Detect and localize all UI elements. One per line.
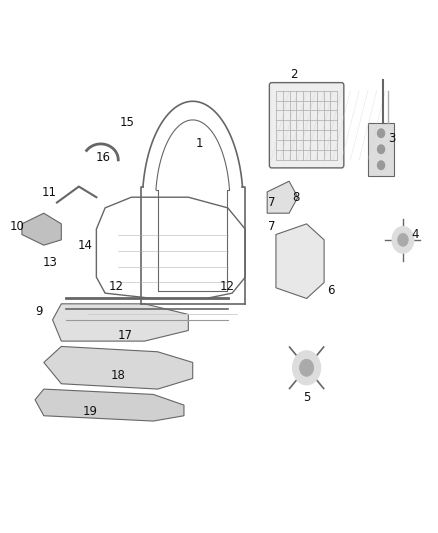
Polygon shape bbox=[35, 389, 184, 421]
Text: 16: 16 bbox=[95, 151, 110, 164]
Circle shape bbox=[398, 233, 408, 246]
Polygon shape bbox=[276, 224, 324, 298]
Text: 1: 1 bbox=[195, 138, 203, 150]
Text: 5: 5 bbox=[303, 391, 310, 403]
Text: 6: 6 bbox=[327, 284, 335, 297]
Text: 19: 19 bbox=[82, 405, 97, 418]
Bar bbox=[368, 123, 394, 176]
Text: 15: 15 bbox=[120, 116, 134, 129]
Circle shape bbox=[392, 227, 414, 253]
Circle shape bbox=[293, 351, 321, 385]
Text: 4: 4 bbox=[411, 228, 419, 241]
Text: 7: 7 bbox=[268, 220, 276, 233]
Circle shape bbox=[378, 129, 385, 138]
Circle shape bbox=[300, 359, 314, 376]
Text: 12: 12 bbox=[109, 280, 124, 293]
Text: 14: 14 bbox=[78, 239, 93, 252]
Text: 12: 12 bbox=[219, 280, 234, 293]
Circle shape bbox=[378, 161, 385, 169]
Text: 18: 18 bbox=[111, 369, 126, 382]
Polygon shape bbox=[22, 213, 61, 245]
Text: 13: 13 bbox=[43, 256, 58, 269]
Text: 3: 3 bbox=[389, 132, 396, 145]
FancyBboxPatch shape bbox=[269, 83, 344, 168]
Text: 17: 17 bbox=[117, 329, 132, 342]
Text: 10: 10 bbox=[9, 220, 24, 233]
Polygon shape bbox=[53, 304, 188, 341]
Polygon shape bbox=[267, 181, 298, 213]
Text: 2: 2 bbox=[290, 68, 297, 81]
Polygon shape bbox=[44, 346, 193, 389]
Text: 8: 8 bbox=[292, 191, 299, 204]
Text: 9: 9 bbox=[35, 305, 43, 318]
Text: 7: 7 bbox=[268, 196, 276, 209]
Text: 11: 11 bbox=[42, 187, 57, 199]
Circle shape bbox=[378, 145, 385, 154]
